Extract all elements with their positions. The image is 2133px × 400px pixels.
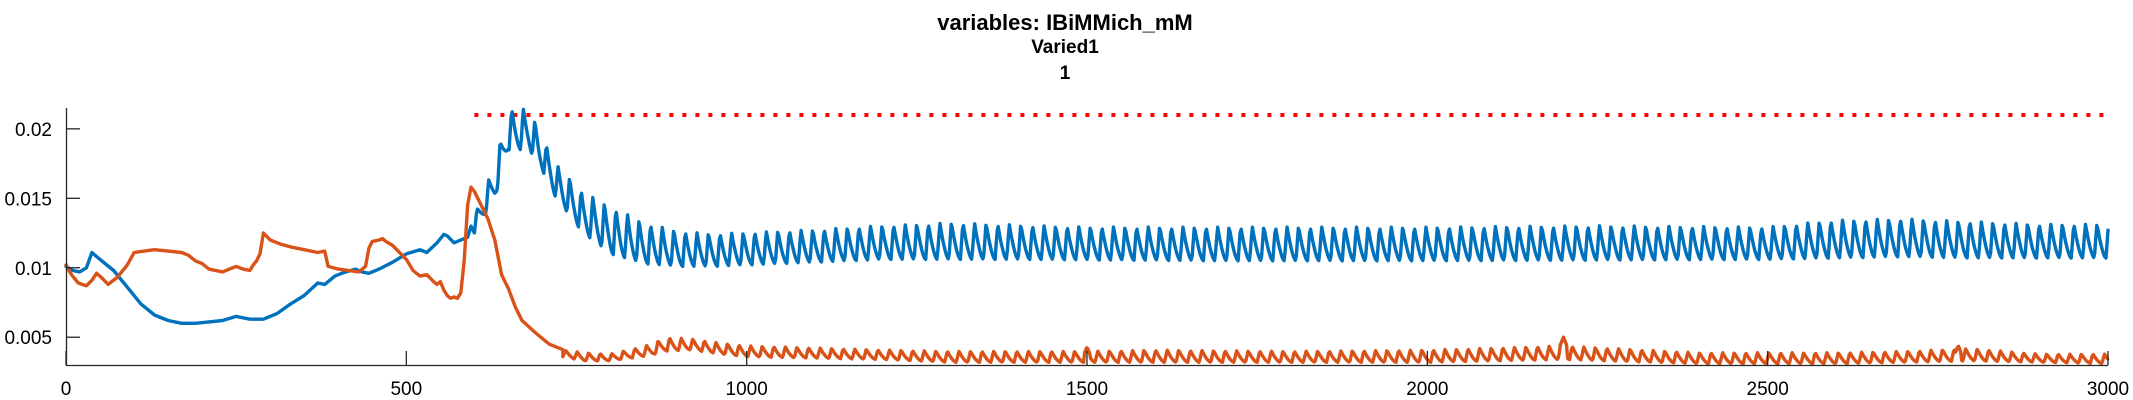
y-tick-label: 0.01 — [15, 259, 52, 280]
y-tick-label: 0.015 — [4, 189, 52, 210]
x-tick-label: 1000 — [726, 379, 768, 400]
y-tick-label: 0.005 — [4, 328, 52, 349]
x-tick-label: 0 — [61, 379, 72, 400]
axes — [65, 108, 2108, 367]
x-tick-label: 1500 — [1066, 379, 1108, 400]
chart-title-line-1: variables: IBiMMich_mM — [937, 10, 1193, 35]
x-tick-label: 2000 — [1406, 379, 1448, 400]
series-line-2 — [64, 185, 2110, 366]
chart-title-line-2: Varied1 — [1031, 37, 1099, 58]
chart-title-line-3: 1 — [1060, 63, 1071, 84]
plot-area — [64, 107, 2110, 366]
x-tick-label: 500 — [390, 379, 422, 400]
axis-ticks: 0 500 1000 1500 2000 2500 3000 0.005 0.01 0.015 0.… — [4, 120, 2129, 400]
y-tick-label: 0.02 — [15, 120, 52, 141]
series-line-1 — [64, 107, 2110, 325]
x-tick-label: 2500 — [1747, 379, 1789, 400]
x-tick-label: 3000 — [2087, 379, 2129, 400]
